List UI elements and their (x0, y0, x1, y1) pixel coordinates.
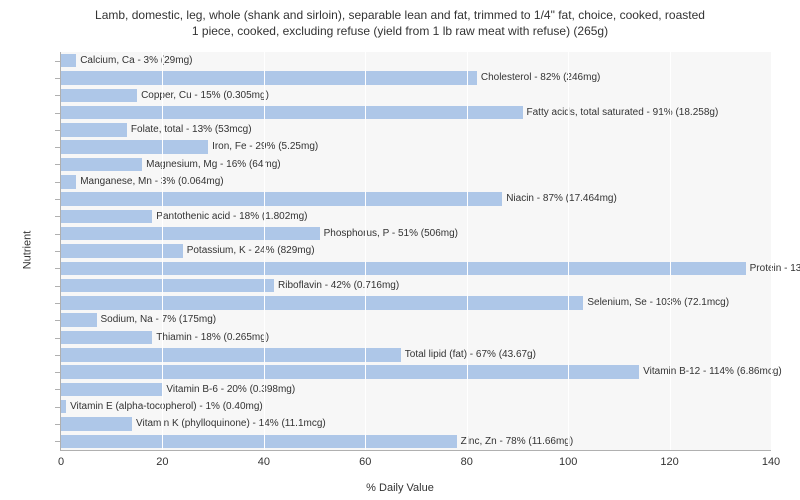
gridline (365, 52, 366, 450)
x-tick-label: 40 (258, 456, 270, 468)
nutrient-bar (61, 140, 208, 153)
nutrient-bar-label: Vitamin K (phylloquinone) - 14% (11.1mcg… (132, 417, 326, 430)
y-tick (55, 441, 60, 442)
gridline (771, 52, 772, 450)
gridline (162, 52, 163, 450)
y-tick (55, 389, 60, 390)
y-tick (55, 61, 60, 62)
y-tick (55, 407, 60, 408)
y-tick (55, 95, 60, 96)
nutrient-bar-label: Niacin - 87% (17.464mg) (502, 192, 617, 205)
nutrient-bar (61, 227, 320, 240)
nutrient-bar-label: Calcium, Ca - 3% (29mg) (76, 54, 192, 67)
nutrient-bar-label: Selenium, Se - 103% (72.1mcg) (583, 296, 729, 309)
x-axis-label: % Daily Value (366, 482, 434, 494)
nutrient-bar (61, 71, 477, 84)
nutrient-bar-label: Sodium, Na - 7% (175mg) (97, 313, 217, 326)
nutrient-bar-label: Cholesterol - 82% (246mg) (477, 71, 601, 84)
nutrient-bar-label: Potassium, K - 24% (829mg) (183, 244, 315, 257)
y-tick (55, 216, 60, 217)
y-tick (55, 182, 60, 183)
y-tick (55, 303, 60, 304)
x-tick-label: 20 (156, 456, 168, 468)
gridline (568, 52, 569, 450)
nutrient-bar-label: Riboflavin - 42% (0.716mg) (274, 279, 399, 292)
nutrient-bar-label: Copper, Cu - 15% (0.305mg) (137, 89, 269, 102)
nutrient-bar-label: Pantothenic acid - 18% (1.802mg) (152, 210, 307, 223)
x-tick-label: 140 (762, 456, 780, 468)
bars-container: Calcium, Ca - 3% (29mg) Cholesterol - 82%… (61, 52, 771, 450)
nutrient-bar (61, 383, 162, 396)
y-tick (55, 320, 60, 321)
y-tick (55, 78, 60, 79)
y-tick (55, 234, 60, 235)
nutrient-bar (61, 417, 132, 430)
nutrient-bar (61, 158, 142, 171)
nutrient-bar (61, 435, 457, 448)
nutrient-chart: Lamb, domestic, leg, whole (shank and si… (0, 0, 800, 500)
nutrient-bar-label: Vitamin B-6 - 20% (0.398mg) (162, 383, 295, 396)
y-tick (55, 286, 60, 287)
nutrient-bar (61, 106, 523, 119)
nutrient-bar-label: Protein - 135% (67.71g) (746, 262, 800, 275)
gridline (467, 52, 468, 450)
nutrient-bar-label: Phosphorus, P - 51% (506mg) (320, 227, 458, 240)
nutrient-bar (61, 123, 127, 136)
y-tick (55, 268, 60, 269)
nutrient-bar-label: Manganese, Mn - 3% (0.064mg) (76, 175, 223, 188)
x-tick-label: 120 (660, 456, 678, 468)
nutrient-bar (61, 348, 401, 361)
gridline (264, 52, 265, 450)
chart-title: Lamb, domestic, leg, whole (shank and si… (0, 0, 800, 43)
nutrient-bar (61, 244, 183, 257)
nutrient-bar (61, 365, 639, 378)
nutrient-bar (61, 192, 502, 205)
nutrient-bar-label: Vitamin B-12 - 114% (6.86mcg) (639, 365, 782, 378)
nutrient-bar (61, 296, 583, 309)
gridline (670, 52, 671, 450)
y-tick (55, 164, 60, 165)
title-line-2: 1 piece, cooked, excluding refuse (yield… (192, 24, 608, 38)
y-tick (55, 130, 60, 131)
nutrient-bar (61, 89, 137, 102)
nutrient-bar-label: Vitamin E (alpha-tocopherol) - 1% (0.40m… (66, 400, 263, 413)
y-tick (55, 338, 60, 339)
x-tick-label: 60 (359, 456, 371, 468)
x-tick-label: 100 (559, 456, 577, 468)
y-axis-label: Nutrient (21, 231, 33, 270)
nutrient-bar-label: Total lipid (fat) - 67% (43.67g) (401, 348, 536, 361)
y-tick (55, 113, 60, 114)
y-tick (55, 147, 60, 148)
nutrient-bar-label: Thiamin - 18% (0.265mg) (152, 331, 269, 344)
plot-area: Calcium, Ca - 3% (29mg) Cholesterol - 82%… (60, 52, 771, 451)
nutrient-bar (61, 175, 76, 188)
nutrient-bar (61, 279, 274, 292)
nutrient-bar (61, 54, 76, 67)
x-tick-label: 80 (461, 456, 473, 468)
y-tick (55, 424, 60, 425)
nutrient-bar (61, 331, 152, 344)
x-tick-label: 0 (58, 456, 64, 468)
nutrient-bar-label: Folate, total - 13% (53mcg) (127, 123, 252, 136)
nutrient-bar (61, 313, 97, 326)
y-tick (55, 355, 60, 356)
nutrient-bar (61, 262, 746, 275)
y-tick (55, 199, 60, 200)
nutrient-bar (61, 210, 152, 223)
title-line-1: Lamb, domestic, leg, whole (shank and si… (95, 8, 705, 22)
y-tick (55, 251, 60, 252)
nutrient-bar-label: Fatty acids, total saturated - 91% (18.2… (523, 106, 719, 119)
nutrient-bar-label: Zinc, Zn - 78% (11.66mg) (457, 435, 574, 448)
y-tick (55, 372, 60, 373)
